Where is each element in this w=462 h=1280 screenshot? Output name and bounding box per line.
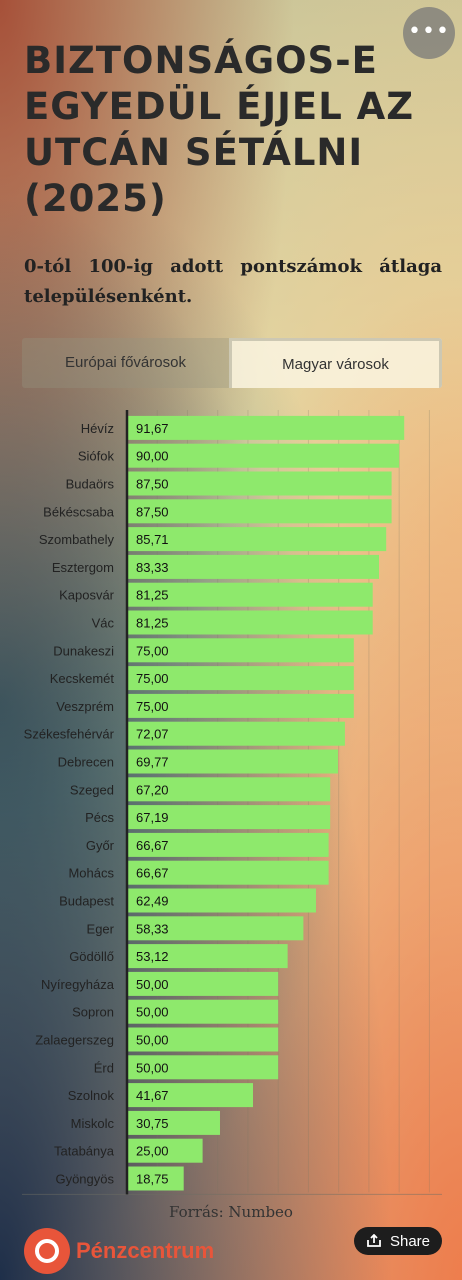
bar [127,777,331,802]
data-label: 81,25 [136,616,169,631]
share-label: Share [389,1232,431,1250]
category-label: Vác [92,616,115,631]
bar [127,860,329,885]
bar-chart: Hévíz 91,67 Siófok 90,00 Budaörs 87,50 Békéscs… [22,410,442,1195]
data-label: 50,00 [136,1005,169,1020]
category-label: Gyöngyös [55,1172,114,1187]
bar [127,554,379,579]
source-note: Forrás: Numbeo [169,1203,293,1221]
data-label: 81,25 [136,588,169,603]
category-label: Pécs [85,810,114,825]
category-label: Miskolc [71,1116,115,1131]
category-label: Nyíregyháza [41,977,115,992]
data-label: 75,00 [136,643,169,658]
bar [127,471,392,496]
data-label: 72,07 [136,727,169,742]
data-label: 87,50 [136,504,169,519]
category-label: Debrecen [58,755,114,770]
more-options-button[interactable]: ••• [403,7,455,59]
data-label: 50,00 [136,977,169,992]
category-label: Érd [94,1060,114,1075]
bar [127,1027,279,1052]
data-label: 30,75 [136,1116,169,1131]
data-label: 41,67 [136,1088,169,1103]
bar [127,638,354,663]
category-label: Veszprém [56,699,114,714]
category-label: Mohács [68,866,114,881]
bar [127,888,316,913]
category-label: Gödöllő [69,949,114,964]
category-label: Sopron [72,1005,114,1020]
category-label: Eger [87,921,115,936]
category-label: Székesfehérvár [24,727,115,742]
tab-bar: Európai fővárosok Magyar városok [22,338,442,388]
bar [127,415,405,440]
brand-logo[interactable]: Pénzcentrum [24,1226,214,1276]
bar [127,971,279,996]
bar [127,1110,220,1135]
category-label: Budaörs [66,477,115,492]
bar [127,944,288,969]
category-label: Szeged [70,782,114,797]
data-label: 58,33 [136,921,169,936]
bar [127,999,279,1024]
category-label: Esztergom [52,560,114,575]
category-label: Győr [86,838,115,853]
category-label: Szolnok [68,1088,115,1103]
bar [127,832,329,857]
data-label: 25,00 [136,1144,169,1159]
data-label: 67,19 [136,810,169,825]
chart-subtitle: 0-tól 100-ig adott pontszámok átlaga tel… [24,256,442,307]
bar [127,1055,279,1080]
data-label: 53,12 [136,949,169,964]
tab-european-capitals[interactable]: Európai fővárosok [22,338,229,388]
logo-text: Pénzcentrum [76,1238,215,1263]
data-label: 83,33 [136,560,169,575]
data-label: 69,77 [136,755,169,770]
category-label: Kecskemét [50,671,115,686]
data-label: 66,67 [136,866,169,881]
bar [127,1166,184,1191]
data-label: 62,49 [136,894,169,909]
data-label: 66,67 [136,838,169,853]
bar [127,582,373,607]
tab-hungarian-cities[interactable]: Magyar városok [229,338,442,388]
data-label: 67,20 [136,782,169,797]
bar [127,1138,203,1163]
bar [127,527,387,552]
category-label: Kaposvár [59,588,115,603]
bar [127,1083,254,1108]
data-label: 87,50 [136,477,169,492]
share-button[interactable]: Share [354,1227,442,1255]
share-icon [367,1234,381,1247]
bar [127,916,304,941]
category-label: Békéscsaba [43,504,115,519]
bar [127,610,373,635]
bar [127,693,354,718]
category-label: Budapest [59,894,114,909]
more-horizontal-icon: ••• [408,19,450,44]
category-label: Hévíz [81,421,114,436]
category-label: Zalaegerszeg [35,1033,114,1048]
data-label: 75,00 [136,699,169,714]
data-label: 90,00 [136,449,169,464]
data-label: 50,00 [136,1060,169,1075]
category-label: Tatabánya [54,1144,115,1159]
bar [127,721,345,746]
data-label: 50,00 [136,1033,169,1048]
data-label: 75,00 [136,671,169,686]
category-label: Szombathely [39,532,115,547]
logo-mark-icon [24,1228,70,1274]
category-label: Dunakeszi [53,643,114,658]
bar [127,666,354,691]
category-label: Siófok [78,449,115,464]
data-label: 91,67 [136,421,169,436]
data-label: 18,75 [136,1172,169,1187]
data-label: 85,71 [136,532,169,547]
chart-title: BIZTONSÁGOS-E EGYEDÜL ÉJJEL AZ UTCÁN SÉT… [24,39,415,220]
bar [127,805,331,830]
bar [127,499,392,524]
bar [127,443,400,468]
bar [127,749,338,774]
